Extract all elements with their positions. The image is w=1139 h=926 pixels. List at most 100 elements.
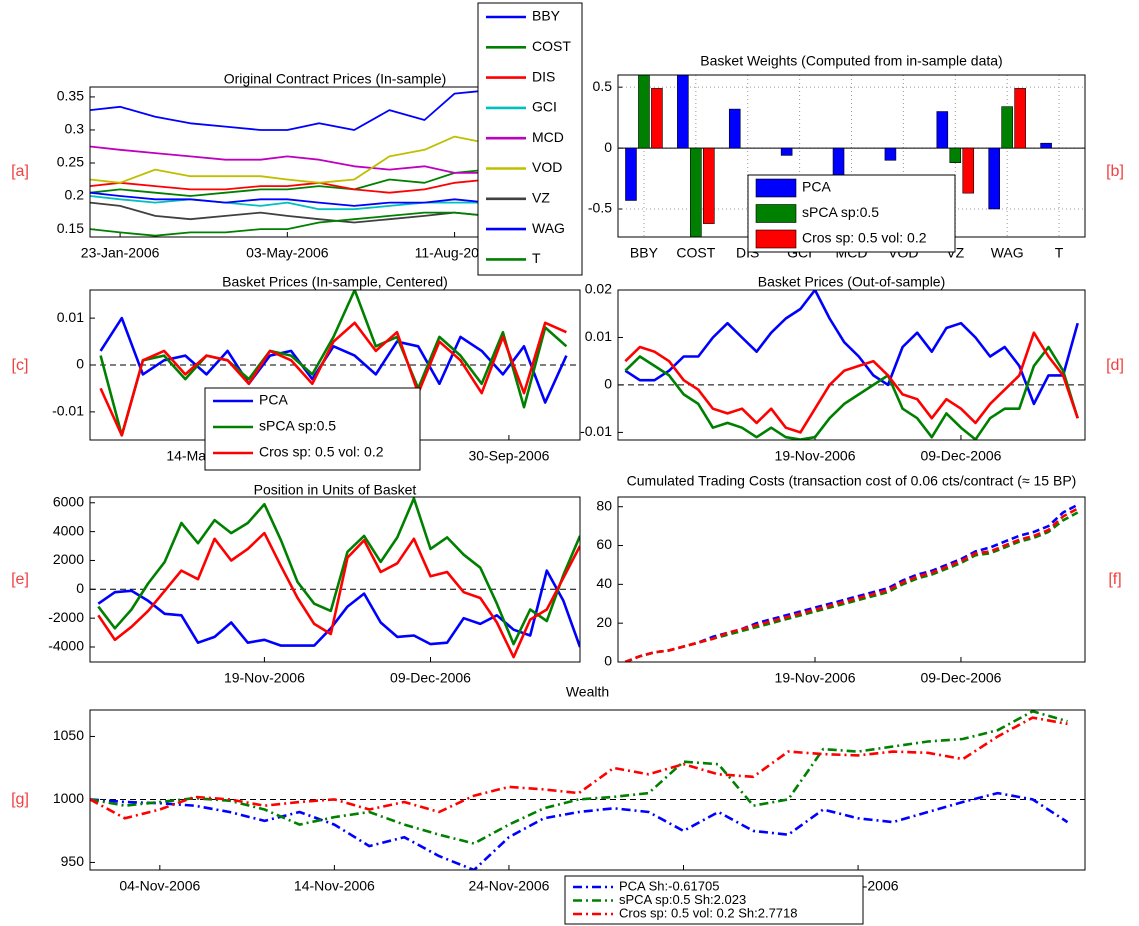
- plot-area: [618, 290, 1085, 440]
- y-tick-label: 1000: [53, 790, 84, 806]
- axes-frame: [617, 496, 1086, 663]
- x-tick-label: T: [1055, 245, 1064, 261]
- y-tick-label: 0.3: [65, 121, 85, 137]
- series-line: [624, 331, 1079, 434]
- x-tick-label: 04-Nov-2006: [119, 878, 200, 894]
- chart-title: Original Contract Prices (In-sample): [224, 71, 447, 87]
- y-tick-label: -0.01: [52, 403, 84, 419]
- axes-frame: [89, 496, 581, 663]
- y-tick-label: -2000: [48, 609, 84, 625]
- bar: [962, 147, 975, 194]
- y-tick-label: 0.25: [57, 154, 84, 170]
- bar: [1014, 88, 1026, 149]
- x-tick-label: 19-Nov-2006: [775, 670, 856, 686]
- series-line: [624, 503, 1079, 662]
- bar: [703, 147, 715, 224]
- y-tick-label: 0.01: [57, 309, 84, 325]
- legend-swatch: [755, 204, 797, 223]
- legend-label: sPCA sp:0.5: [802, 204, 879, 220]
- legend-label: VOD: [532, 159, 562, 175]
- bar: [884, 147, 897, 161]
- panel-label: [d]: [1106, 357, 1124, 374]
- y-tick-label: 0.02: [585, 281, 612, 297]
- y-tick-label: 0: [604, 653, 612, 669]
- bar: [1040, 142, 1052, 149]
- panel-label: [a]: [11, 163, 29, 180]
- y-tick-label: 0.15: [57, 220, 84, 236]
- y-tick-label: 0.5: [593, 78, 613, 94]
- y-tick-label: 0: [76, 356, 84, 372]
- axes-frame: [89, 709, 1086, 871]
- chart-title: Basket Prices (In-sample, Centered): [222, 274, 448, 290]
- legend-label: T: [532, 250, 541, 266]
- series-line: [97, 497, 580, 646]
- series-line: [624, 290, 1079, 406]
- x-tick-label: 09-Dec-2006: [920, 670, 1001, 686]
- bar: [677, 75, 689, 149]
- legend-label: DIS: [532, 68, 555, 84]
- y-tick-label: 2000: [53, 551, 84, 567]
- y-tick-label: 0: [604, 376, 612, 392]
- chart-title: Basket Weights (Computed from in-sample …: [700, 53, 1002, 69]
- chart-title: Position in Units of Basket: [254, 482, 417, 498]
- legend-label: Cros sp: 0.5 vol: 0.2 Sh:2.7718: [619, 905, 798, 920]
- x-tick-label: WAG: [991, 245, 1024, 261]
- x-tick-label: BBY: [630, 245, 659, 261]
- series-line: [99, 316, 568, 404]
- y-tick-label: 0: [604, 139, 612, 155]
- bar: [728, 108, 741, 149]
- x-tick-label: 30-Sep-2006: [468, 448, 549, 464]
- y-tick-label: 0: [76, 580, 84, 596]
- legend-label: sPCA sp:0.5: [259, 418, 336, 434]
- legend-label: sPCA sp:0.5 Sh:2.023: [619, 892, 746, 907]
- y-tick-label: 6000: [53, 493, 84, 509]
- plot-area: [90, 290, 580, 437]
- x-tick-label: 19-Nov-2006: [775, 448, 856, 464]
- legend-box: [564, 875, 864, 925]
- y-tick-label: 4000: [53, 522, 84, 538]
- y-tick-label: 40: [596, 575, 612, 591]
- series-line: [90, 710, 1068, 845]
- legend-label: VZ: [532, 190, 550, 206]
- series-line: [90, 791, 1069, 870]
- x-tick-label: 19-Nov-2006: [224, 670, 305, 686]
- legend-label: GCI: [532, 99, 557, 115]
- y-tick-label: -0.01: [580, 423, 612, 439]
- x-tick-label: COST: [676, 245, 715, 261]
- plot-area: [90, 497, 580, 659]
- x-tick-label: 24-Nov-2006: [468, 878, 549, 894]
- panel-label: [g]: [11, 791, 29, 808]
- x-tick-label: 09-Dec-2006: [390, 670, 471, 686]
- legend-label: BBY: [532, 8, 561, 24]
- bar: [690, 147, 702, 237]
- series-line: [99, 290, 568, 437]
- panel-label: [e]: [11, 571, 29, 588]
- legend-swatch: [755, 178, 797, 198]
- y-tick-label: 60: [596, 536, 612, 552]
- series-line: [624, 507, 1079, 662]
- legend-label: WAG: [532, 220, 565, 236]
- y-tick-label: 0.2: [65, 187, 85, 203]
- y-tick-label: 0.35: [57, 88, 84, 104]
- x-tick-label: 09-Dec-2006: [920, 448, 1001, 464]
- chart-title: Wealth: [566, 684, 609, 700]
- chart-title: Basket Prices (Out-of-sample): [758, 274, 946, 290]
- bar: [936, 111, 949, 149]
- series-line: [90, 716, 1068, 820]
- series-line: [624, 345, 1079, 440]
- y-tick-label: -0.5: [588, 200, 612, 216]
- x-tick-label: 14-Nov-2006: [294, 878, 375, 894]
- bar: [949, 147, 962, 163]
- plot-area: [90, 710, 1085, 870]
- plot-area: [618, 75, 1085, 237]
- bar: [988, 147, 1000, 210]
- bar: [780, 147, 793, 156]
- y-tick-label: 0.01: [585, 328, 612, 344]
- bar: [625, 147, 637, 201]
- legend-label: PCA: [259, 392, 288, 408]
- bar: [832, 147, 845, 179]
- plot-area: [624, 503, 1079, 662]
- x-tick-label: 23-Jan-2006: [81, 245, 160, 261]
- y-tick-label: 1050: [53, 727, 84, 743]
